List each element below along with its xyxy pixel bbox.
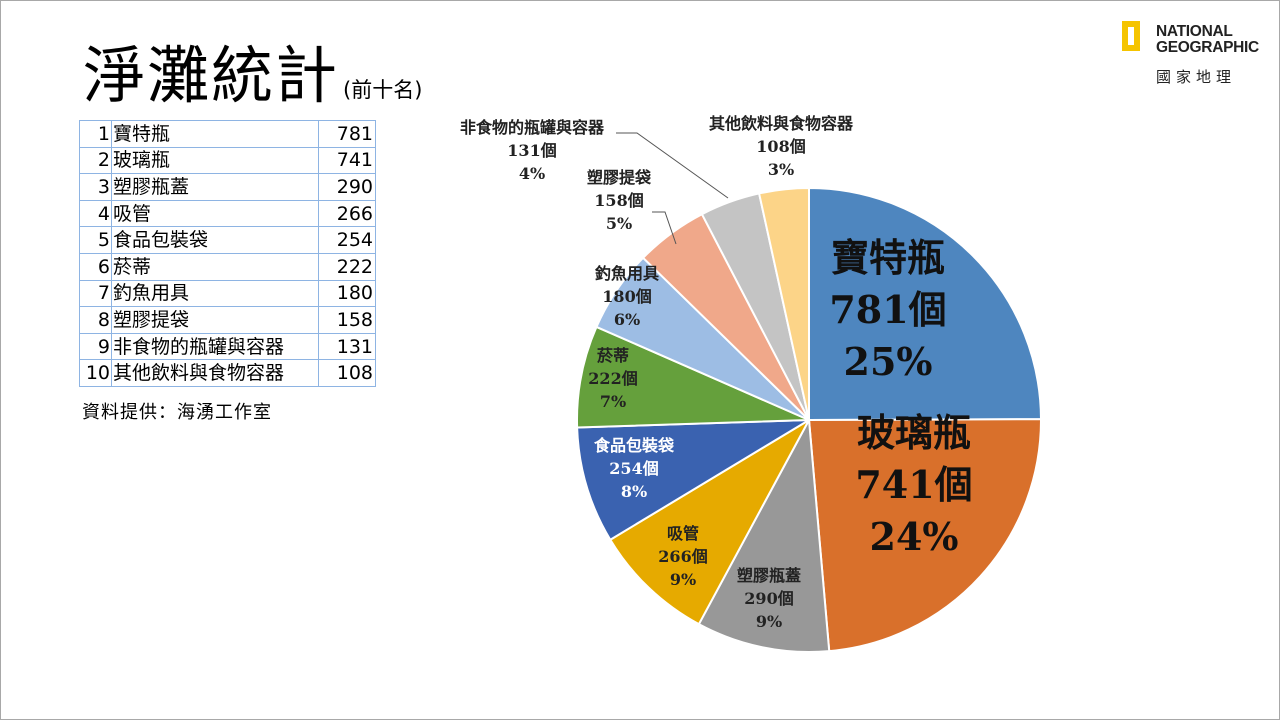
logo-line-1: NATIONAL — [1156, 23, 1233, 40]
leader-line — [652, 211, 677, 245]
slice-count-label: 741個 — [855, 462, 972, 507]
slice-percent-label: 8% — [621, 482, 647, 501]
rank-cell: 3 — [79, 173, 112, 201]
rank-cell: 2 — [79, 146, 112, 175]
pie-labels: 寶特瓶 781個 25% 玻璃瓶 741個 24% 塑膠瓶蓋 290個 9% 吸管 266個 9% 食品… — [460, 114, 973, 631]
slice-count-label: 290個 — [744, 589, 793, 608]
leader-line — [616, 132, 729, 199]
slice-percent-label: 24% — [870, 514, 959, 559]
pie-slice — [808, 187, 1042, 421]
name-cell: 菸蒂 — [111, 252, 319, 281]
name-cell: 塑膠提袋 — [111, 306, 319, 334]
slice-count-label: 222個 — [588, 369, 637, 388]
name-cell: 食品包裝袋 — [111, 226, 319, 254]
pie-slice — [697, 419, 831, 653]
slice-name-label: 寶特瓶 — [831, 235, 945, 280]
data-source: 資料提供：海湧工作室 — [82, 402, 272, 423]
value-cell: 222 — [318, 252, 376, 281]
slice-count-label: 781個 — [829, 287, 946, 332]
slice-name-label: 食品包裝袋 — [593, 436, 675, 455]
name-cell: 塑膠瓶蓋 — [111, 173, 319, 201]
rank-cell: 8 — [79, 306, 112, 334]
slice-count-label: 180個 — [602, 287, 651, 306]
pie-slice — [576, 419, 810, 541]
yellow-frame-icon — [1122, 21, 1140, 51]
table-row: 7 釣魚用具 180 — [79, 279, 376, 308]
value-cell: 266 — [318, 199, 376, 228]
rank-cell: 5 — [79, 226, 112, 254]
slice-percent-label: 25% — [844, 339, 933, 384]
value-cell: 108 — [318, 359, 376, 387]
name-cell: 釣魚用具 — [111, 279, 319, 308]
slice-percent-label: 9% — [670, 570, 696, 589]
table-row: 2 玻璃瓶 741 — [79, 146, 376, 175]
table-row: 1 寶特瓶 781 — [79, 120, 376, 148]
value-cell: 741 — [318, 146, 376, 175]
pie-slice — [758, 187, 810, 421]
slice-name-label: 塑膠提袋 — [587, 168, 652, 187]
slice-name-label: 吸管 — [667, 524, 699, 543]
value-cell: 254 — [318, 226, 376, 254]
pie-slice — [808, 418, 1043, 653]
slice-percent-label: 7% — [600, 392, 626, 411]
rank-cell: 9 — [79, 332, 112, 361]
slice-count-label: 254個 — [609, 459, 658, 478]
national-geographic-logo: NATIONAL GEOGRAPHIC 國家地理 — [1122, 21, 1262, 87]
slice-name-label: 塑膠瓶蓋 — [737, 566, 801, 585]
name-cell: 玻璃瓶 — [111, 146, 319, 175]
ranking-table: 1 寶特瓶 781 2 玻璃瓶 741 3 塑膠瓶蓋 290 4 吸管 266 5 食品包裝袋 254 6 菸蒂… — [79, 120, 376, 387]
rank-cell: 4 — [79, 199, 112, 228]
slice-name-label: 釣魚用具 — [595, 264, 659, 283]
value-cell: 180 — [318, 279, 376, 308]
table-row: 4 吸管 266 — [79, 199, 376, 228]
pie-slice — [576, 325, 810, 429]
slice-name-label: 菸蒂 — [597, 346, 629, 365]
slice-percent-label: 5% — [606, 214, 632, 233]
logo-line-3: 國家地理 — [1156, 68, 1237, 86]
table-row: 3 塑膠瓶蓋 290 — [79, 173, 376, 201]
value-cell: 158 — [318, 306, 376, 334]
slice-name-label: 非食物的瓶罐與容器 — [460, 118, 605, 137]
title-subtitle: (前十名) — [343, 78, 423, 102]
slice-percent-label: 6% — [614, 310, 640, 329]
slice-name-label: 其他飲料與食物容器 — [709, 114, 854, 133]
slide-title: 淨灘統計 (前十名) — [83, 25, 422, 115]
slice-percent-label: 4% — [519, 164, 545, 183]
value-cell: 781 — [318, 120, 376, 148]
table-row: 8 塑膠提袋 158 — [79, 306, 376, 334]
pie-slice — [609, 419, 810, 626]
rank-cell: 10 — [79, 359, 112, 387]
table-row: 10 其他飲料與食物容器 108 — [79, 359, 376, 387]
name-cell: 寶特瓶 — [111, 120, 319, 148]
table-row: 5 食品包裝袋 254 — [79, 226, 376, 254]
slice-count-label: 158個 — [594, 191, 643, 210]
slice-percent-label: 3% — [768, 160, 794, 179]
ranking-table-body: 1 寶特瓶 781 2 玻璃瓶 741 3 塑膠瓶蓋 290 4 吸管 266 5 食品包裝袋 254 6 菸蒂… — [79, 120, 376, 387]
slice-name-label: 玻璃瓶 — [857, 410, 971, 455]
slice-percent-label: 9% — [756, 612, 782, 631]
slice-count-label: 131個 — [507, 141, 556, 160]
title-main: 淨灘統計 — [83, 39, 340, 112]
logo-line-2: GEOGRAPHIC — [1156, 39, 1259, 56]
name-cell: 其他飲料與食物容器 — [111, 359, 319, 387]
pie-slices — [576, 187, 1043, 653]
slice-count-label: 108個 — [756, 137, 805, 156]
name-cell: 吸管 — [111, 199, 319, 228]
slice-count-label: 266個 — [658, 547, 707, 566]
